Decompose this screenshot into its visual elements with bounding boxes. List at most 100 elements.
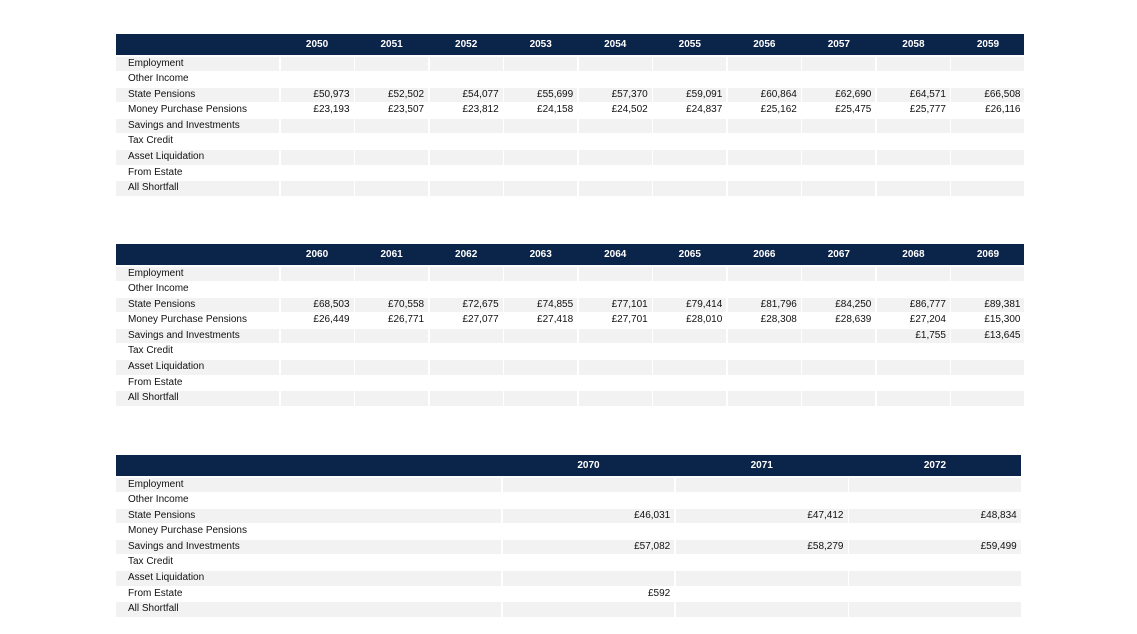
value-cell: £86,777 [876, 297, 950, 313]
value-cell [653, 56, 727, 71]
value-cell [355, 344, 428, 359]
value-cell [802, 56, 876, 71]
value-cell [653, 391, 727, 406]
value-cell [728, 166, 801, 181]
table-row: Money Purchase Pensions [116, 524, 1021, 540]
table-row: Other Income [116, 493, 1021, 509]
year-header: 2050 [280, 34, 354, 55]
year-header: 2060 [280, 244, 354, 265]
value-cell: £77,101 [578, 297, 652, 313]
table-header-row: 2070 2071 2072 [116, 455, 1021, 476]
value-cell [728, 344, 801, 359]
value-cell [280, 328, 354, 344]
value-cell: £64,571 [876, 87, 950, 103]
value-cell: £26,116 [985, 104, 1021, 116]
year-header: 2067 [802, 244, 876, 265]
value-cell [676, 571, 848, 586]
value-cell [281, 344, 354, 359]
value-cell [727, 118, 801, 134]
value-cell: £27,418 [537, 314, 574, 326]
year-header: 2066 [727, 244, 801, 265]
row-label: Asset Liquidation [116, 571, 501, 586]
table-row: Other Income [116, 282, 1021, 298]
value-cell: £26,771 [387, 314, 425, 326]
value-cell [877, 166, 950, 181]
value-cell [355, 72, 428, 87]
value-cell [802, 150, 876, 165]
income-table-2060s: 2060 2061 2062 2063 2064 2065 2066 2067 2068 2069… [116, 244, 1025, 407]
table-row: From Estate [116, 375, 1021, 391]
row-label: From Estate [128, 376, 183, 388]
value-cell: £28,639 [835, 314, 872, 326]
value-cell: £25,475 [835, 104, 872, 116]
value-cell [951, 376, 1024, 391]
value-cell: £27,701 [611, 314, 648, 326]
year-header: 2059 [951, 34, 1025, 55]
table-row: Employment [116, 56, 1025, 72]
value-cell [676, 493, 848, 508]
value-cell [876, 118, 950, 134]
value-cell [504, 376, 577, 391]
value-cell [728, 134, 801, 149]
value-cell [728, 282, 801, 297]
row-label: State Pensions [116, 87, 279, 103]
value-cell [429, 328, 503, 344]
value-cell [653, 134, 726, 149]
value-cell [877, 282, 950, 297]
value-cell: £47,412 [676, 508, 848, 524]
row-label: Money Purchase Pensions [128, 525, 247, 537]
table-row: State Pensions £68,503 £70,558 £72,675 £74,8… [116, 297, 1025, 313]
value-cell: £50,973 [280, 87, 354, 103]
value-cell [504, 134, 577, 149]
value-cell: £62,690 [802, 87, 876, 103]
value-cell [503, 555, 675, 570]
value-cell [429, 391, 503, 406]
value-cell: £81,796 [727, 297, 801, 313]
table-row: All Shortfall [116, 602, 1021, 618]
value-cell: £46,031 [502, 508, 675, 524]
row-label: Employment [116, 477, 501, 492]
year-header: 2064 [578, 244, 652, 265]
value-cell [653, 282, 726, 297]
table-row: Employment [116, 477, 1021, 493]
table-row: All Shortfall [116, 391, 1025, 407]
value-cell: £15,300 [984, 314, 1021, 326]
value-cell [802, 118, 876, 134]
value-cell: £57,370 [578, 87, 652, 103]
value-cell [430, 344, 503, 359]
value-cell [355, 134, 428, 149]
year-header: 2053 [504, 34, 578, 55]
row-label: Money Purchase Pensions [128, 314, 247, 326]
value-cell [653, 360, 727, 375]
value-cell [802, 166, 875, 181]
value-cell [849, 587, 1021, 602]
value-cell [653, 328, 727, 344]
value-cell [876, 391, 950, 406]
value-cell: £68,503 [280, 297, 354, 313]
value-cell [802, 181, 876, 196]
table-row: Tax Credit [116, 555, 1021, 571]
table-row: Other Income [116, 72, 1021, 88]
value-cell: £57,082 [502, 539, 675, 555]
value-cell [504, 72, 577, 87]
value-cell [578, 266, 652, 281]
value-cell [503, 493, 675, 508]
value-cell [355, 282, 428, 297]
value-cell [429, 118, 503, 134]
value-cell [727, 328, 801, 344]
header-blank-cell [116, 455, 501, 476]
value-cell [849, 524, 1021, 539]
value-cell [355, 150, 429, 165]
value-cell [280, 150, 354, 165]
value-cell [727, 56, 801, 71]
row-label: Asset Liquidation [116, 360, 279, 375]
value-cell: £26,449 [313, 314, 350, 326]
value-cell [653, 150, 727, 165]
value-cell: £23,507 [387, 104, 425, 116]
value-cell: £24,502 [611, 104, 648, 116]
value-cell [653, 181, 727, 196]
value-cell [653, 376, 726, 391]
value-cell: £72,675 [429, 297, 503, 313]
value-cell [578, 360, 652, 375]
value-cell: £66,508 [951, 87, 1025, 103]
